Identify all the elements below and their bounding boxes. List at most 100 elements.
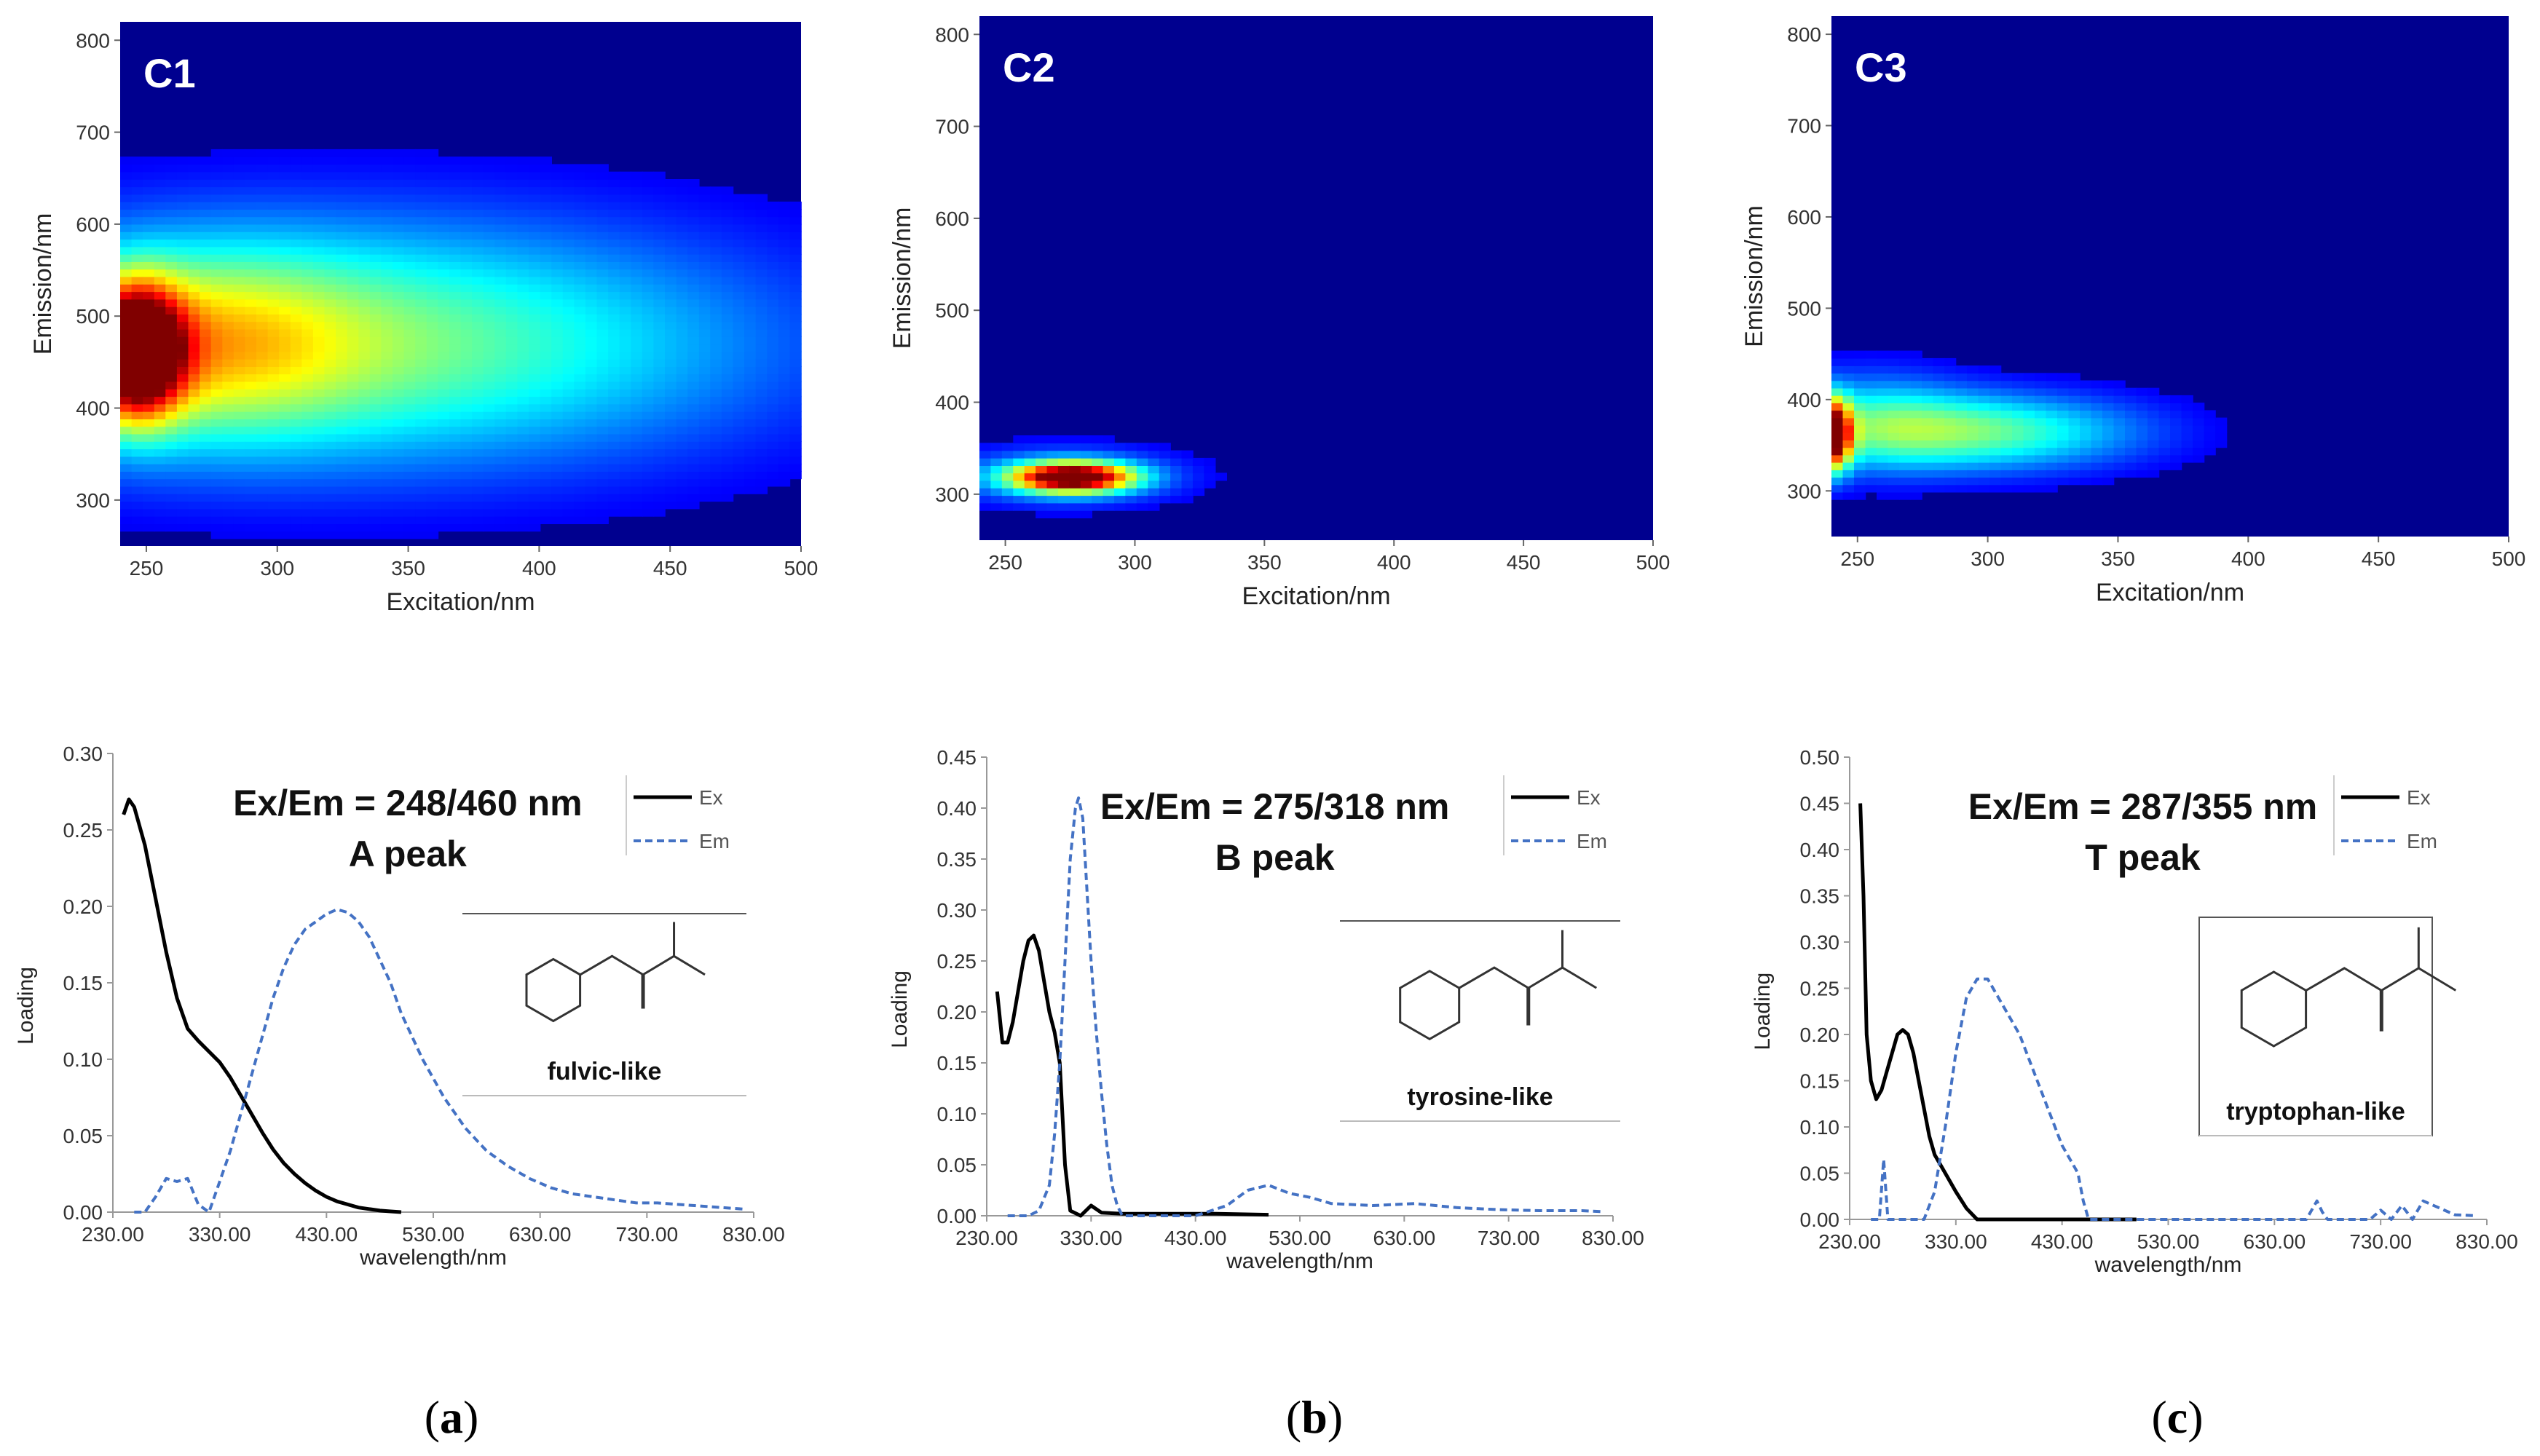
heatmap-cell: [460, 328, 473, 337]
heatmap-cell: [1092, 443, 1104, 451]
heatmap-cell: [154, 157, 167, 165]
heatmap-cell: [1865, 447, 1877, 456]
heatmap-cell: [574, 344, 586, 352]
heatmap-cell: [778, 344, 791, 352]
heatmap-cell: [301, 389, 314, 397]
heatmap-cell: [1933, 440, 1945, 448]
heatmap-cell: [233, 336, 246, 345]
heatmap-cell: [483, 396, 496, 405]
heatmap-cell: [2057, 395, 2070, 403]
heatmap-cell: [347, 209, 360, 218]
heatmap-cell: [438, 523, 450, 532]
heatmap-cell: [2068, 440, 2080, 448]
heatmap-cell: [415, 171, 427, 180]
heatmap-cell: [990, 502, 1003, 511]
heatmap-cell: [698, 291, 711, 300]
heatmap-cell: [1933, 477, 1945, 486]
heatmap-cell: [312, 157, 326, 165]
heatmap-cell: [585, 411, 598, 419]
heatmap-cell: [1069, 495, 1081, 504]
heatmap-cell: [426, 523, 439, 532]
heatmap-cell: [245, 366, 257, 375]
heatmap-cell: [381, 232, 393, 240]
x-tick-label: 230.00: [1818, 1230, 1881, 1253]
heatmap-cell: [1899, 484, 1912, 493]
heatmap-cell: [1955, 387, 1968, 396]
heatmap-cell: [324, 269, 336, 277]
heatmap-cell: [267, 441, 280, 450]
heatmap-cell: [505, 381, 518, 389]
heatmap-cell: [143, 344, 155, 352]
heatmap-cell: [494, 157, 507, 165]
heatmap-cell: [778, 463, 791, 472]
heatmap-cell: [483, 157, 496, 165]
heatmap-cell: [2125, 387, 2137, 396]
heatmap-cell: [426, 209, 439, 218]
heatmap-cell: [2080, 403, 2092, 411]
heatmap-cell: [131, 216, 143, 225]
heatmap-cell: [517, 344, 529, 352]
heatmap-cell: [381, 403, 393, 412]
heatmap-cell: [426, 389, 439, 397]
heatmap-cell: [403, 298, 416, 307]
heatmap-cell: [369, 358, 382, 367]
heatmap-cell: [767, 276, 779, 285]
heatmap-cell: [120, 171, 133, 180]
heatmap-cell: [393, 441, 405, 450]
heatmap-cell: [200, 358, 212, 367]
heatmap-cell: [290, 306, 303, 314]
heatmap-cell: [188, 478, 200, 487]
heatmap-cell: [301, 321, 314, 330]
heatmap-cell: [154, 366, 167, 375]
heatmap-cell: [222, 523, 234, 532]
heatmap-cell: [733, 486, 745, 494]
heatmap-cell: [301, 456, 314, 464]
heatmap-cell: [358, 373, 371, 382]
heatmap-cell: [210, 448, 224, 457]
heatmap-cell: [574, 216, 586, 225]
heatmap-cell: [256, 186, 269, 195]
heatmap-cell: [312, 351, 326, 360]
heatmap-cell: [438, 194, 450, 202]
heatmap-cell: [1933, 417, 1945, 426]
heatmap-cell: [143, 433, 155, 442]
heatmap-cell: [789, 201, 802, 210]
heatmap-cell: [200, 426, 212, 435]
heatmap-cell: [449, 306, 462, 314]
heatmap-cell: [540, 448, 552, 457]
heatmap-cell: [188, 253, 200, 262]
heatmap-cell: [415, 328, 427, 337]
heatmap-cell: [176, 486, 189, 494]
heatmap-cell: [301, 396, 314, 405]
heatmap-cell: [438, 261, 450, 270]
heatmap-cell: [642, 396, 655, 405]
heatmap-cell: [653, 186, 666, 195]
heatmap-cell: [222, 194, 234, 202]
heatmap-cell: [131, 276, 143, 285]
heatmap-cell: [1057, 450, 1070, 459]
heatmap-cell: [551, 486, 564, 494]
heatmap-cell: [267, 373, 280, 382]
heatmap-cell: [2000, 403, 2013, 411]
heatmap-cell: [1955, 424, 1968, 433]
heatmap-cell: [154, 433, 167, 442]
heatmap-cell: [540, 351, 552, 360]
heatmap-cell: [585, 216, 598, 225]
heatmap-cell: [369, 344, 382, 352]
heatmap-cell: [131, 501, 143, 510]
heatmap-cell: [403, 336, 416, 345]
heatmap-cell: [290, 201, 303, 210]
heatmap-cell: [200, 336, 212, 345]
heatmap-cell: [222, 269, 234, 277]
heatmap-cell: [347, 486, 360, 494]
heatmap-cell: [494, 441, 507, 450]
heatmap-cell: [415, 276, 427, 285]
heatmap-cell: [143, 314, 155, 323]
heatmap-cell: [494, 494, 507, 502]
x-tick-label: 500: [784, 557, 819, 579]
heatmap-cell: [245, 441, 257, 450]
heatmap-cell: [1125, 443, 1137, 451]
heatmap-cell: [312, 284, 326, 293]
heatmap-cell: [574, 186, 586, 195]
heatmap-cell: [393, 298, 405, 307]
